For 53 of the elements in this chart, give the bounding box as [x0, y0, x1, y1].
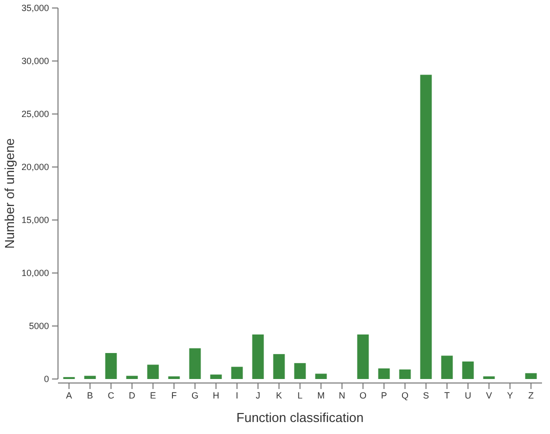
bar — [294, 363, 306, 379]
y-tick-label: 15,000 — [21, 214, 49, 225]
x-tick-label: U — [464, 390, 472, 400]
bar — [210, 374, 222, 379]
bar — [273, 354, 285, 379]
x-tick-label: L — [297, 390, 303, 400]
x-tick-label: N — [338, 390, 346, 400]
bar — [189, 348, 201, 379]
x-tick-label: B — [87, 390, 94, 400]
x-tick-label: S — [422, 390, 429, 400]
x-tick-label: C — [108, 390, 115, 400]
x-tick-label: Z — [528, 390, 534, 400]
y-tick-label: 35,000 — [21, 2, 49, 13]
x-axis-title: Function classification — [236, 410, 364, 425]
bar — [378, 368, 390, 379]
x-tick-label: J — [256, 390, 260, 400]
bar — [462, 362, 474, 379]
bar — [168, 376, 180, 379]
x-tick-label: T — [444, 390, 450, 400]
y-tick-label: 0 — [44, 374, 49, 384]
bar — [441, 356, 453, 379]
x-tick-label: Y — [506, 390, 513, 400]
x-tick-label: H — [212, 390, 220, 400]
x-tick-label: E — [150, 390, 156, 400]
bar — [147, 364, 159, 379]
x-tick-label: V — [486, 390, 492, 400]
x-tick-label: K — [276, 390, 282, 400]
x-tick-label: D — [128, 390, 136, 400]
y-tick-label: 10,000 — [21, 268, 49, 278]
x-tick-label: A — [66, 390, 72, 400]
bar — [126, 376, 138, 379]
x-tick-label: O — [359, 390, 366, 400]
x-tick-label: P — [380, 390, 387, 400]
y-tick-label: 5000 — [28, 320, 49, 331]
bar — [231, 366, 243, 379]
bar — [315, 374, 327, 379]
bar — [399, 369, 411, 379]
x-tick-label: Q — [401, 390, 408, 400]
y-axis-title: Number of unigene — [2, 138, 17, 249]
x-tick-label: I — [236, 390, 238, 400]
bar — [525, 373, 537, 379]
x-tick-label: G — [192, 390, 199, 400]
x-tick-label: F — [171, 390, 178, 400]
bar — [483, 376, 495, 379]
y-tick-label: 20,000 — [21, 162, 49, 172]
bar — [357, 334, 369, 379]
bar — [105, 353, 117, 379]
y-tick-label: 30,000 — [21, 56, 49, 66]
bar — [84, 376, 96, 379]
bar — [420, 74, 432, 379]
x-tick-label: M — [317, 390, 325, 400]
y-tick-label: 25,000 — [21, 108, 49, 119]
bar — [252, 334, 264, 379]
